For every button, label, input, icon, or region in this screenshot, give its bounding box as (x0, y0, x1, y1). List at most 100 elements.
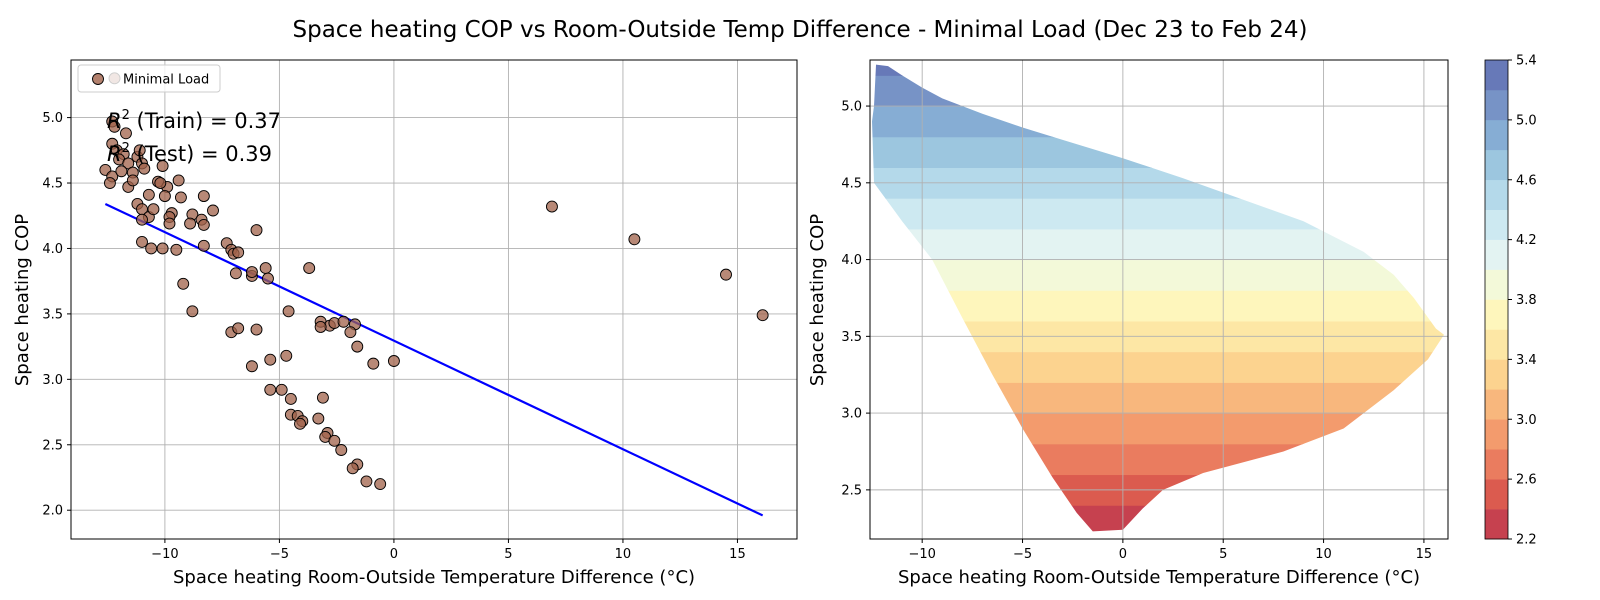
scatter-point (232, 246, 245, 259)
colorbar-tick-label: 3.8 (1516, 293, 1537, 308)
r2-train-annotation: R2 (Train) = 0.37 (107, 108, 281, 133)
colorbar-tick-label: 3.0 (1516, 413, 1537, 428)
scatter-point (245, 360, 258, 373)
colorbar-band (1485, 419, 1508, 450)
scatter-point (170, 243, 183, 256)
scatter-point (284, 393, 297, 405)
contour-y-ticks: 2.5 3.0 3.5 4.0 4.5 5.0 (841, 100, 870, 498)
scatter-point (337, 315, 350, 328)
scatter-point (197, 190, 210, 203)
scatter-point (756, 309, 769, 322)
scatter-y-tick-label: 4.5 (42, 177, 63, 192)
scatter-point (374, 478, 387, 490)
colorbar-tick-label: 4.6 (1516, 173, 1537, 188)
contour-panel: −10 −5 0 5 10 15 2.5 3.0 3.5 4.0 4.5 5.0 Space hea… (807, 59, 1449, 588)
contour-x-tick-label: 5 (1219, 547, 1227, 562)
scatter-point (177, 277, 190, 290)
contour-band (872, 351, 1444, 383)
legend-box (77, 64, 221, 93)
scatter-point (346, 462, 359, 475)
scatter-point (108, 120, 121, 133)
contour-y-tick-label: 3.0 (841, 407, 862, 422)
contour-band (872, 290, 1444, 322)
contour-y-tick-label: 5.0 (841, 100, 862, 115)
scatter-point (136, 235, 148, 248)
scatter-point (351, 340, 364, 353)
contour-band (872, 106, 1444, 138)
colorbar-band (1485, 60, 1508, 91)
colorbar-tick-label: 3.4 (1516, 353, 1537, 368)
scatter-point (142, 188, 155, 201)
contour-band (872, 259, 1444, 291)
contour-band (872, 228, 1444, 261)
scatter-point (103, 177, 116, 189)
contour-y-tick-label: 3.5 (841, 330, 862, 345)
scatter-point (262, 272, 274, 285)
contour-band (872, 413, 1444, 445)
figure-title: Space heating COP vs Room-Outside Temp D… (293, 17, 1308, 43)
scatter-point (367, 357, 380, 370)
scatter-x-axis-label: Space heating Room-Outside Temperature D… (173, 567, 695, 588)
contour-band (872, 443, 1444, 476)
colorbar-tick-label: 5.0 (1516, 113, 1537, 128)
scatter-point (147, 203, 160, 216)
scatter-gridlines (71, 60, 797, 539)
colorbar-tick-label: 2.2 (1516, 533, 1537, 548)
scatter-point (545, 200, 558, 213)
contour-x-axis-label: Space heating Room-Outside Temperature D… (898, 567, 1420, 588)
scatter-point (133, 144, 146, 157)
scatter-point (138, 162, 151, 175)
contour-y-tick-label: 2.5 (841, 483, 862, 498)
scatter-point (360, 475, 373, 488)
scatter-x-tick-label: 0 (390, 547, 398, 562)
colorbar-band (1485, 509, 1508, 540)
scatter-point (245, 266, 258, 278)
contour-band (872, 505, 1444, 532)
scatter-point (280, 349, 293, 362)
scatter-point (344, 326, 357, 339)
scatter-point (197, 218, 210, 231)
colorbar-band (1485, 149, 1508, 181)
scatter-x-tick-label: −5 (270, 547, 289, 562)
scatter-point (294, 417, 306, 430)
colorbar-tick-label: 4.2 (1516, 233, 1537, 248)
scatter-x-tick-label: 5 (504, 547, 512, 562)
scatter-plot-frame (70, 59, 798, 540)
scatter-point (628, 233, 641, 246)
contour-x-tick-label: 15 (1416, 547, 1433, 562)
scatter-y-tick-label: 5.0 (42, 111, 63, 126)
colorbar-tick-label: 2.6 (1516, 473, 1537, 488)
colorbar-band (1485, 119, 1508, 151)
scatter-point (250, 224, 263, 237)
scatter-point (115, 165, 128, 178)
contour-x-tick-label: 10 (1315, 547, 1332, 562)
scatter-point (250, 323, 263, 336)
scatter-point (174, 191, 187, 204)
regression-line-path (104, 202, 764, 517)
scatter-y-tick-label: 2.0 (42, 504, 63, 519)
scatter-point (314, 321, 327, 333)
scatter-point (312, 412, 325, 425)
scatter-y-axis-label: Space heating COP (12, 214, 33, 386)
scatter-legend: Minimal Load (77, 64, 221, 93)
scatter-point (197, 239, 210, 252)
r2-test-annotation: R2 (Test) = 0.39 (107, 141, 272, 166)
colorbar-band (1485, 449, 1508, 480)
legend-label: Minimal Load (123, 73, 209, 88)
contour-band (872, 136, 1444, 168)
scatter-panel: −10 −5 0 5 10 15 2.0 2.5 3.0 3.5 4.0 4.5 5.0 Space … (12, 59, 798, 588)
scatter-x-tick-label: −10 (151, 547, 178, 562)
scatter-point (184, 217, 197, 230)
colorbar-band (1485, 479, 1508, 510)
contour-gridlines (870, 60, 1448, 539)
scatter-point (275, 383, 288, 396)
colorbar-ticks: 2.2 2.6 3.0 3.4 3.8 4.2 4.6 5.0 5.4 (1508, 54, 1537, 548)
scatter-point (156, 160, 169, 172)
scatter-point (229, 267, 242, 280)
scatter-point (145, 242, 158, 255)
scatter-point (282, 305, 295, 318)
colorbar-band (1485, 269, 1508, 300)
colorbar: 2.2 2.6 3.0 3.4 3.8 4.2 4.6 5.0 5.4 (1484, 54, 1537, 548)
scatter-point (136, 213, 148, 226)
